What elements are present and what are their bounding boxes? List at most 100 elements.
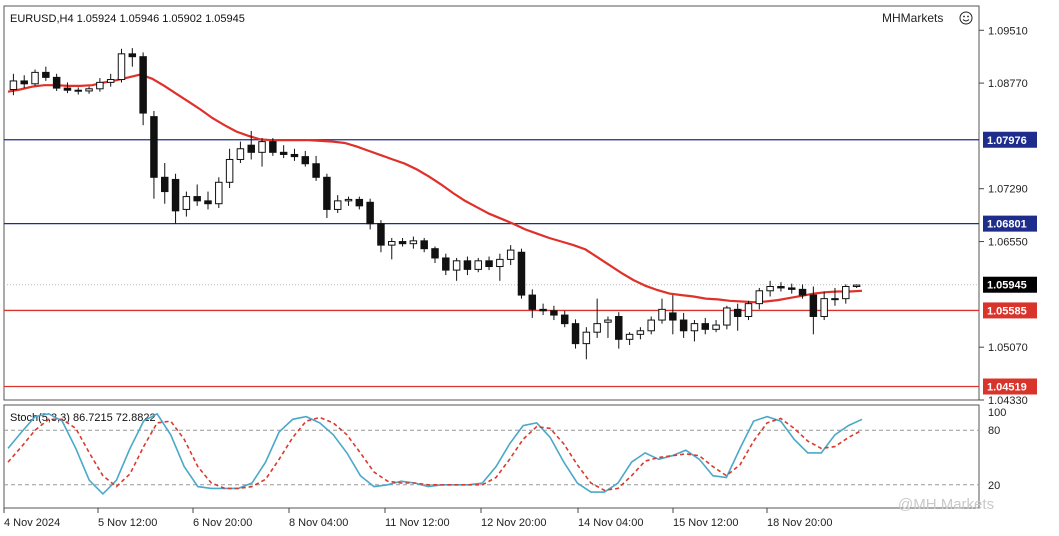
price-tick-label: 1.07290 [988,184,1028,196]
candle-body-up [766,286,774,292]
candle-body-down [442,257,450,271]
time-tick-label: 8 Nov 04:00 [289,517,348,529]
candle-41 [452,257,461,281]
candle-body-up [636,330,645,335]
candle-body-down [128,53,137,58]
price-tick-label: 1.09510 [988,25,1028,37]
candle-body-down [204,200,212,205]
candle-body-down [420,240,428,250]
candle-67 [733,303,742,331]
candle-body-down [42,71,50,78]
candle-body-up [604,319,612,323]
candle-76 [831,287,839,306]
price-tick-label: 1.05070 [988,342,1028,354]
current-price-tag: 1.05945 [983,276,1037,293]
time-tick-label: 15 Nov 12:00 [673,517,738,529]
candle-body-up [225,158,234,183]
candle-body-up [496,258,504,268]
candle-body-down [312,163,320,178]
candle-body-down [485,260,493,268]
candle-22 [247,130,255,160]
candle-body-down [669,312,677,321]
price-tick-label: 1.04330 [988,395,1028,407]
candle-38 [420,237,428,253]
candle-6 [74,87,83,95]
candle-62 [679,312,688,338]
candle-75 [820,291,828,321]
candle-52 [571,319,580,349]
candle-58 [636,327,645,340]
price-tag-box [983,378,1037,395]
candle-body-down [377,223,385,246]
candle-0 [9,73,18,96]
candle-30 [333,195,342,213]
candle-body-down [787,287,796,290]
candle-body-up [625,333,634,340]
candle-10 [117,48,126,83]
candle-59 [647,316,655,335]
candle-body-up [182,196,191,210]
candle-69 [755,287,764,310]
candle-47 [517,248,526,299]
candle-64 [701,317,709,335]
moving-average [7,73,863,304]
candle-body-up [96,81,104,90]
candle-45 [496,253,504,281]
candle-73 [798,284,807,299]
candle-body-down [20,80,28,85]
candle-25 [279,145,288,159]
candle-body-up [215,181,223,205]
candle-13 [150,110,158,199]
candle-8 [96,78,104,92]
time-tick-label: 6 Nov 20:00 [193,517,252,529]
candle-body-up [333,200,342,210]
candle-body-down [161,176,169,193]
brand-label: MHMarkets [882,11,943,25]
candle-36 [398,237,407,247]
candle-body-down [560,314,569,325]
candle-50 [550,305,558,321]
price-tag-label: 1.05945 [987,280,1027,292]
candle-body-up [593,323,601,333]
candle-28 [312,155,320,181]
price-panel-frame [3,5,980,401]
level-tags: 1.07976 1.06801 1.05585 1.04519 1.05945 [983,131,1037,395]
smiley-icon [959,11,973,25]
price-tag-box [983,131,1037,148]
level-tag-0: 1.07976 [983,131,1037,148]
candle-body-down [528,294,537,310]
candle-46 [506,245,515,266]
candle-32 [355,196,364,210]
level-tag-1: 1.06801 [983,215,1037,232]
price-tag-label: 1.04519 [987,382,1027,394]
candle-60 [658,298,666,324]
candle-body-down [63,87,72,91]
candle-body-up [852,284,861,288]
level-tag-2: 1.05585 [983,302,1037,319]
time-tick-label: 4 Nov 2024 [4,517,60,529]
watermark: @MH Markets [898,496,994,513]
candle-23 [258,138,266,167]
candle-body-up [755,290,764,305]
candle-body-up [647,319,655,332]
time-tick-label: 14 Nov 04:00 [578,517,643,529]
candle-74 [809,286,818,335]
candle-body-down [139,56,147,114]
candle-53 [582,327,591,360]
candle-34 [377,220,385,253]
candle-31 [344,196,353,206]
candle-49 [539,303,547,316]
candle-35 [388,237,396,260]
candle-body-up [506,249,515,260]
candle-body-down [463,260,472,270]
candle-55 [604,316,612,338]
candle-66 [723,305,731,330]
candle-body-down [431,248,439,259]
stoch-tick-label: 20 [988,480,1000,492]
price-tick-label: 1.06550 [988,237,1028,249]
candle-body-up [85,88,93,92]
candle-71 [777,282,785,292]
candle-5 [63,82,72,94]
candle-body-down [323,176,331,210]
